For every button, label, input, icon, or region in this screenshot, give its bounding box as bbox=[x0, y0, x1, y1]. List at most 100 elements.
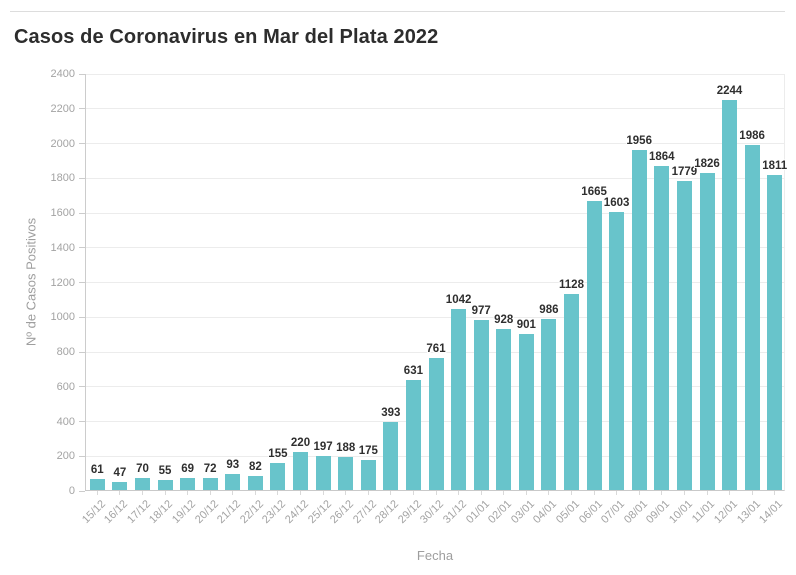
x-tick bbox=[661, 491, 663, 495]
x-tick-label: 09/01 bbox=[644, 498, 673, 526]
bar-value-label: 1956 bbox=[626, 135, 652, 148]
x-tick bbox=[187, 491, 189, 495]
x-tick bbox=[142, 491, 143, 495]
y-tick-label: 1200 bbox=[50, 276, 75, 289]
x-tick-label: 13/01 bbox=[734, 498, 763, 526]
bar-value-label: 1128 bbox=[559, 279, 584, 291]
x-tick-label: 24/12 bbox=[283, 498, 311, 526]
x-tick-label: 15/12 bbox=[79, 498, 108, 526]
x-tick-label: 01/01 bbox=[463, 498, 492, 526]
x-tick bbox=[683, 491, 685, 495]
bar-value-label: 1779 bbox=[671, 165, 698, 178]
bar-value-label: 61 bbox=[90, 464, 104, 477]
bar bbox=[451, 309, 467, 490]
y-tick-label: 1000 bbox=[50, 311, 75, 324]
x-tick bbox=[300, 491, 301, 495]
x-tick-label: 23/12 bbox=[260, 498, 289, 526]
bar bbox=[270, 463, 286, 490]
chart-title: Casos de Coronavirus en Mar del Plata 20… bbox=[14, 26, 439, 48]
x-tick bbox=[345, 491, 347, 495]
x-tick-label: 02/01 bbox=[486, 498, 515, 526]
x-tick-label: 08/01 bbox=[621, 498, 650, 526]
bar bbox=[518, 333, 534, 490]
y-tick-label: 2400 bbox=[50, 68, 75, 80]
bar-value-label: 1042 bbox=[445, 294, 472, 306]
x-tick bbox=[164, 491, 166, 495]
bar bbox=[293, 451, 308, 490]
bar bbox=[202, 477, 218, 490]
y-tick bbox=[79, 73, 85, 75]
y-tick-label: 1400 bbox=[50, 241, 75, 254]
x-tick-label: 27/12 bbox=[350, 498, 379, 526]
y-tick-label: 800 bbox=[56, 346, 75, 358]
bar bbox=[654, 166, 670, 490]
y-tick bbox=[79, 212, 85, 214]
y-tick-label: 200 bbox=[56, 450, 75, 463]
x-tick bbox=[525, 491, 527, 495]
bar bbox=[586, 200, 602, 490]
bar bbox=[744, 144, 760, 490]
x-tick-label: 11/01 bbox=[690, 498, 718, 526]
bar bbox=[157, 480, 173, 490]
bar bbox=[360, 459, 376, 490]
bar-value-label: 393 bbox=[381, 406, 401, 419]
bar-value-label: 69 bbox=[181, 463, 194, 475]
bar bbox=[180, 478, 196, 490]
bar-value-label: 72 bbox=[203, 462, 217, 475]
x-tick bbox=[119, 491, 121, 495]
bar-value-label: 1864 bbox=[649, 151, 675, 164]
gridline bbox=[86, 212, 784, 214]
y-tick bbox=[79, 247, 85, 249]
bar-value-label: 631 bbox=[403, 365, 423, 378]
x-tick-label: 12/01 bbox=[712, 498, 740, 526]
bar bbox=[89, 479, 105, 490]
x-tick bbox=[232, 491, 234, 495]
x-tick bbox=[616, 491, 618, 495]
bar-value-label: 1826 bbox=[694, 157, 720, 170]
bar bbox=[699, 172, 715, 490]
bar-value-label: 761 bbox=[426, 342, 446, 355]
bar-value-label: 220 bbox=[290, 436, 311, 449]
x-tick-label: 26/12 bbox=[328, 498, 357, 526]
bar bbox=[428, 357, 444, 490]
x-tick bbox=[458, 491, 460, 495]
y-tick bbox=[79, 282, 85, 283]
x-tick bbox=[751, 491, 753, 495]
gridline bbox=[86, 247, 784, 249]
bar-value-label: 986 bbox=[539, 303, 559, 316]
bar-value-label: 2244 bbox=[716, 85, 743, 98]
y-tick bbox=[79, 177, 85, 179]
x-tick bbox=[638, 491, 640, 495]
bar bbox=[473, 320, 489, 490]
y-axis-label: Nº de Casos Positivos bbox=[23, 217, 39, 347]
x-tick-label: 31/12 bbox=[441, 498, 470, 526]
y-tick-label: 2000 bbox=[50, 137, 75, 150]
bar-value-label: 155 bbox=[268, 448, 288, 461]
bar-value-label: 47 bbox=[113, 466, 127, 479]
x-tick bbox=[729, 491, 730, 495]
x-tick-label: 07/01 bbox=[599, 498, 628, 526]
x-tick-label: 18/12 bbox=[147, 498, 176, 526]
bar bbox=[112, 481, 128, 490]
y-tick bbox=[79, 143, 85, 144]
bar-value-label: 928 bbox=[494, 313, 514, 326]
x-tick bbox=[367, 491, 369, 495]
x-tick bbox=[774, 491, 776, 495]
x-tick-label: 30/12 bbox=[418, 498, 447, 526]
x-tick-label: 14/01 bbox=[757, 498, 786, 526]
bar bbox=[564, 294, 579, 490]
x-tick-label: 05/01 bbox=[554, 498, 582, 526]
bar-value-label: 55 bbox=[158, 465, 172, 478]
bar-value-label: 901 bbox=[516, 318, 536, 331]
y-tick bbox=[79, 455, 85, 457]
x-tick bbox=[435, 491, 437, 495]
gridline bbox=[86, 143, 784, 144]
x-tick bbox=[209, 491, 211, 495]
bar bbox=[405, 380, 421, 490]
bar-value-label: 70 bbox=[136, 462, 149, 475]
gridline bbox=[86, 316, 784, 318]
x-tick bbox=[254, 491, 256, 495]
x-tick bbox=[503, 491, 505, 495]
bar-value-label: 82 bbox=[248, 460, 262, 473]
bar-value-label: 1986 bbox=[739, 129, 765, 142]
